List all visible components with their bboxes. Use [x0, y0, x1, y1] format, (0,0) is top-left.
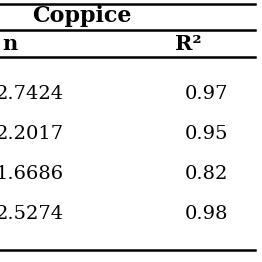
Text: 0.95: 0.95	[185, 125, 228, 143]
Text: 1.6686: 1.6686	[0, 165, 64, 183]
Text: 2.2017: 2.2017	[0, 125, 64, 143]
Text: 0.98: 0.98	[185, 205, 228, 223]
Text: 0.82: 0.82	[185, 165, 228, 183]
Text: 2.7424: 2.7424	[0, 85, 64, 103]
Text: R²: R²	[175, 34, 201, 54]
Text: n: n	[2, 34, 17, 54]
Text: 0.97: 0.97	[185, 85, 228, 103]
Text: 2.5274: 2.5274	[0, 205, 64, 223]
Text: Coppice: Coppice	[32, 5, 132, 27]
